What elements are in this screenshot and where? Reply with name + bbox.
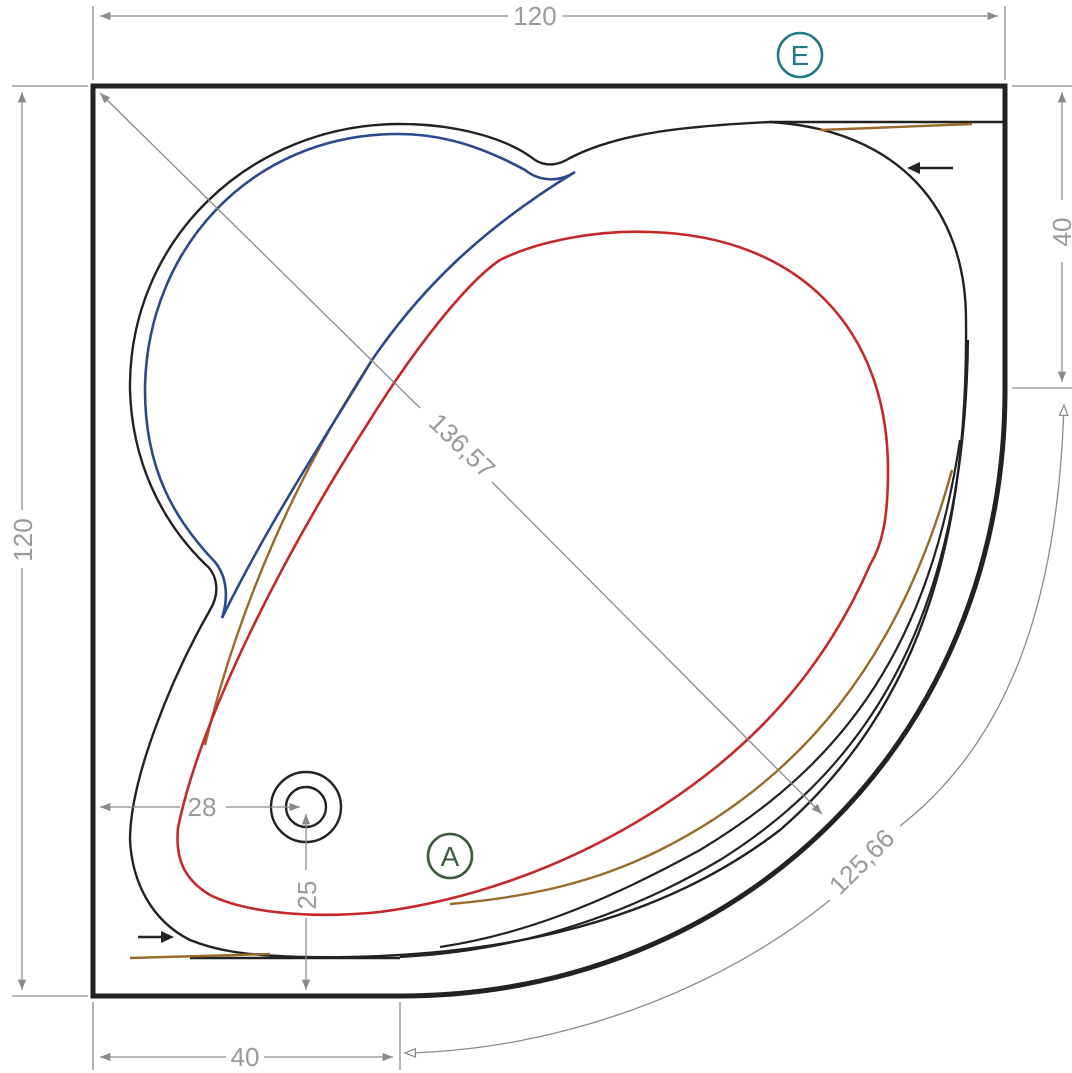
dim-arc-length: 125,66 xyxy=(823,823,900,900)
dim-diagonal: 136,57 xyxy=(423,407,501,484)
marker-e: E xyxy=(776,31,824,79)
marker-e-label: E xyxy=(791,40,810,71)
flow-arrow-top xyxy=(907,162,953,174)
dim-right-segment: 40 xyxy=(1047,218,1072,247)
basin-contour xyxy=(176,230,890,917)
marker-a: A xyxy=(426,832,474,880)
seat-contour xyxy=(143,132,576,619)
dimension-lines xyxy=(12,6,1072,1070)
apron-line-1 xyxy=(399,339,970,959)
dim-drain-x: 28 xyxy=(188,792,217,822)
dim-left-height: 120 xyxy=(8,518,38,561)
marker-a-label: A xyxy=(441,841,460,872)
flow-arrow-bottom xyxy=(138,931,174,943)
tub-outer-frame xyxy=(90,83,1008,999)
dim-drain-y: 25 xyxy=(292,881,322,910)
apron-line-2 xyxy=(439,439,962,949)
tub-rim-outline xyxy=(128,120,968,959)
rim-accent-line xyxy=(129,122,973,960)
dim-bottom-segment: 40 xyxy=(231,1042,260,1072)
dim-top-width: 120 xyxy=(513,1,556,31)
